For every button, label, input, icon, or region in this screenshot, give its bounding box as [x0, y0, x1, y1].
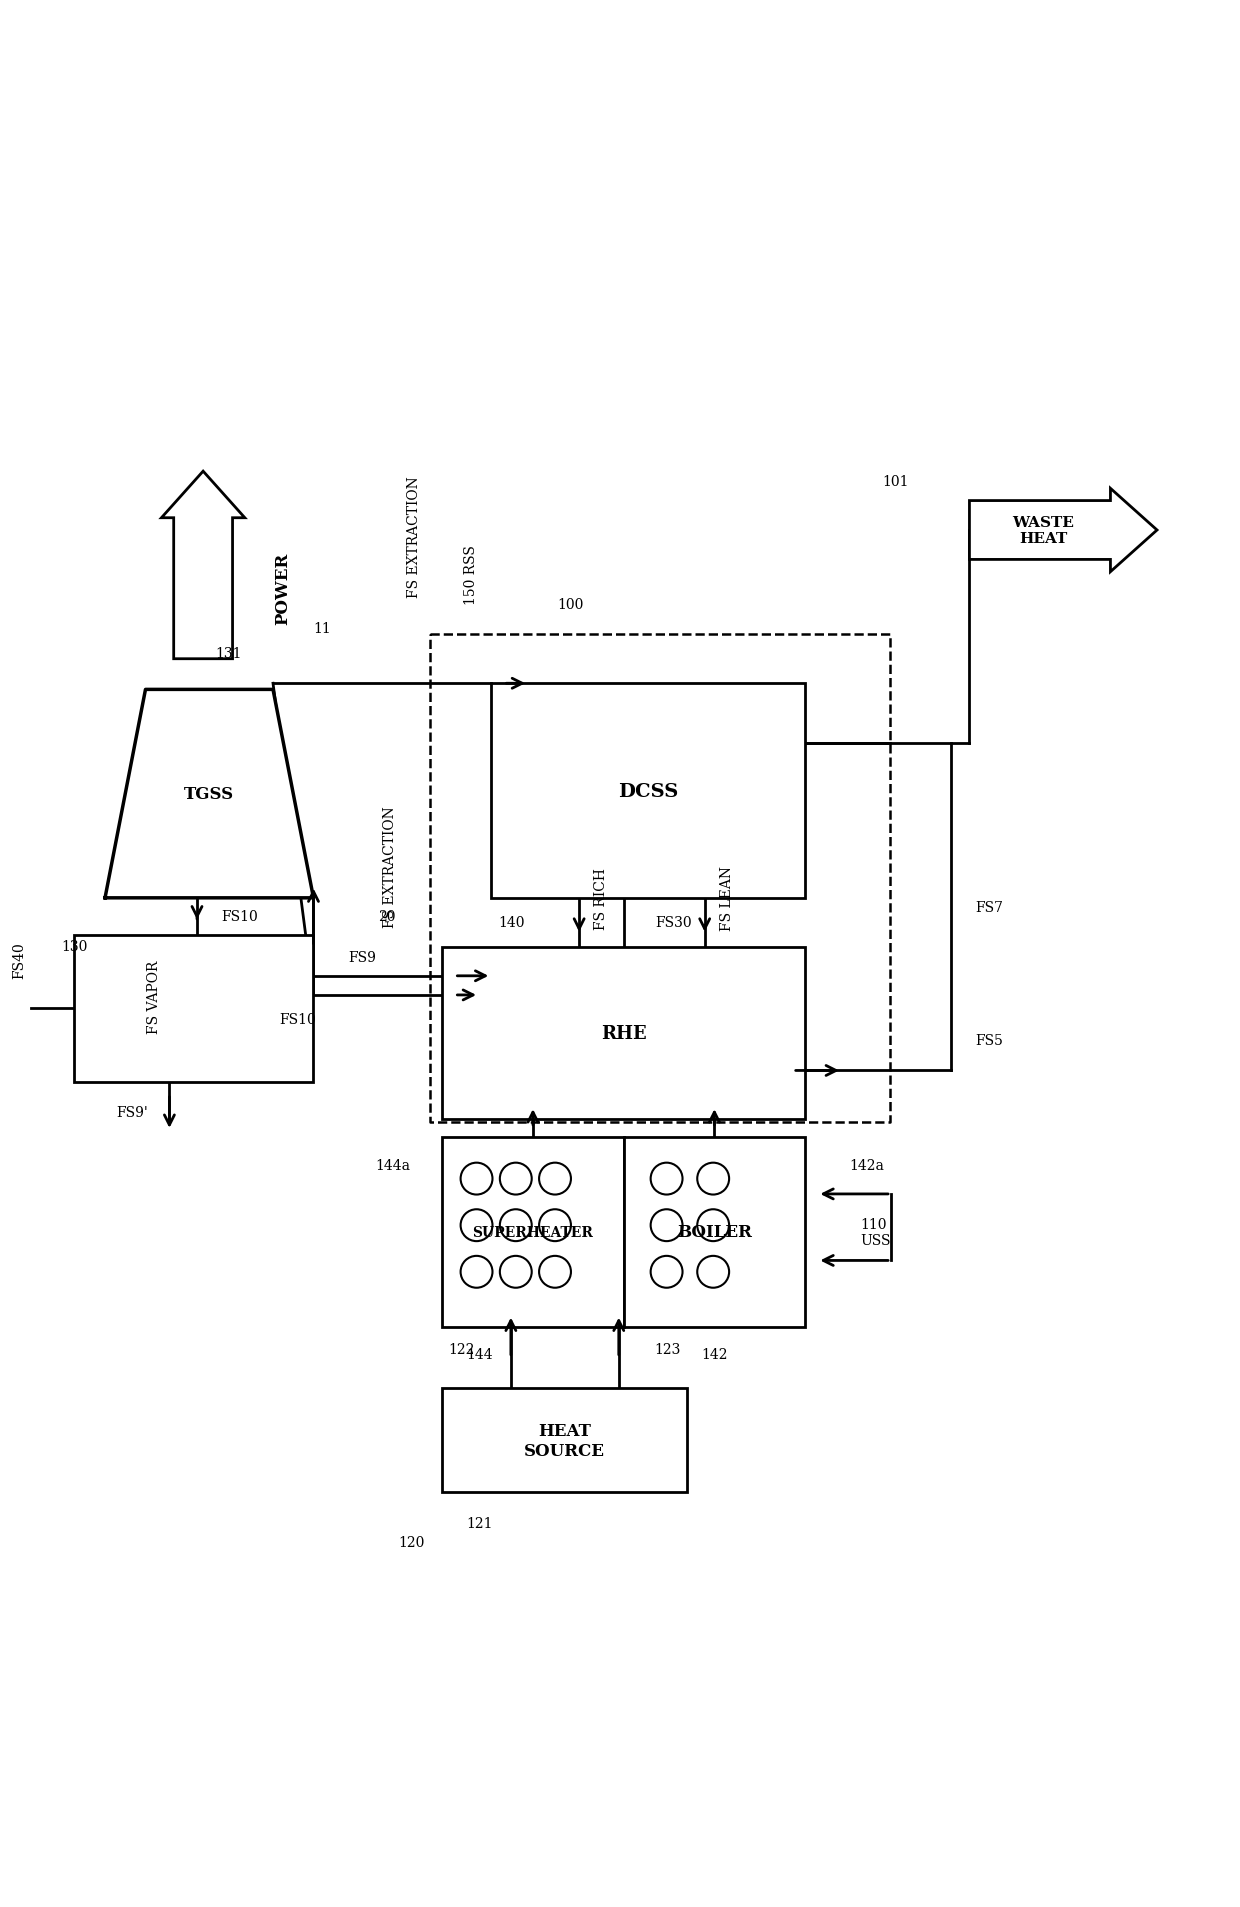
- Text: 144a: 144a: [376, 1159, 410, 1173]
- Bar: [624, 1137, 805, 1327]
- Text: 144: 144: [466, 1346, 494, 1362]
- Polygon shape: [105, 690, 314, 898]
- Text: FS40: FS40: [12, 942, 26, 978]
- Bar: [443, 1137, 624, 1327]
- Text: FS EXTRACTION: FS EXTRACTION: [383, 807, 397, 929]
- Text: TGSS: TGSS: [185, 786, 234, 803]
- Text: FS9: FS9: [348, 952, 377, 965]
- Text: 120: 120: [398, 1535, 425, 1548]
- Text: FS9': FS9': [117, 1106, 149, 1119]
- FancyArrow shape: [161, 471, 244, 660]
- Text: FS30: FS30: [656, 915, 692, 931]
- Bar: [443, 1388, 687, 1493]
- Text: RHE: RHE: [601, 1024, 646, 1041]
- Text: 142a: 142a: [849, 1159, 884, 1173]
- Text: 150 RSS: 150 RSS: [464, 543, 479, 605]
- Text: 121: 121: [466, 1516, 494, 1529]
- Text: FS RICH: FS RICH: [594, 868, 608, 929]
- Text: FS EXTRACTION: FS EXTRACTION: [407, 477, 420, 599]
- Text: FS10: FS10: [279, 1013, 316, 1026]
- Bar: [74, 934, 314, 1081]
- Text: 110
USS: 110 USS: [861, 1217, 890, 1247]
- FancyArrow shape: [970, 488, 1157, 572]
- Text: WASTE
HEAT: WASTE HEAT: [1012, 515, 1074, 545]
- Text: 130: 130: [61, 940, 88, 954]
- Text: FS VAPOR: FS VAPOR: [148, 959, 161, 1034]
- Text: FS10: FS10: [222, 910, 258, 923]
- Text: 20: 20: [378, 910, 396, 923]
- Text: 122: 122: [449, 1343, 475, 1356]
- Text: DCSS: DCSS: [618, 782, 678, 801]
- Text: FS LEAN: FS LEAN: [719, 866, 734, 931]
- Text: 123: 123: [655, 1343, 681, 1356]
- Bar: [443, 948, 805, 1119]
- Text: 100: 100: [558, 597, 584, 612]
- Text: 131: 131: [216, 646, 242, 660]
- Text: HEAT
SOURCE: HEAT SOURCE: [525, 1423, 605, 1459]
- Text: 101: 101: [883, 475, 909, 488]
- Text: FS7: FS7: [976, 900, 1003, 915]
- Text: FS5: FS5: [976, 1034, 1003, 1047]
- Text: 142: 142: [701, 1346, 728, 1362]
- Text: POWER: POWER: [274, 553, 291, 625]
- Text: BOILER: BOILER: [677, 1224, 751, 1241]
- Bar: [491, 685, 805, 898]
- Text: 140: 140: [498, 915, 525, 931]
- Text: SUPERHEATER: SUPERHEATER: [472, 1226, 594, 1240]
- Text: 11: 11: [314, 622, 331, 635]
